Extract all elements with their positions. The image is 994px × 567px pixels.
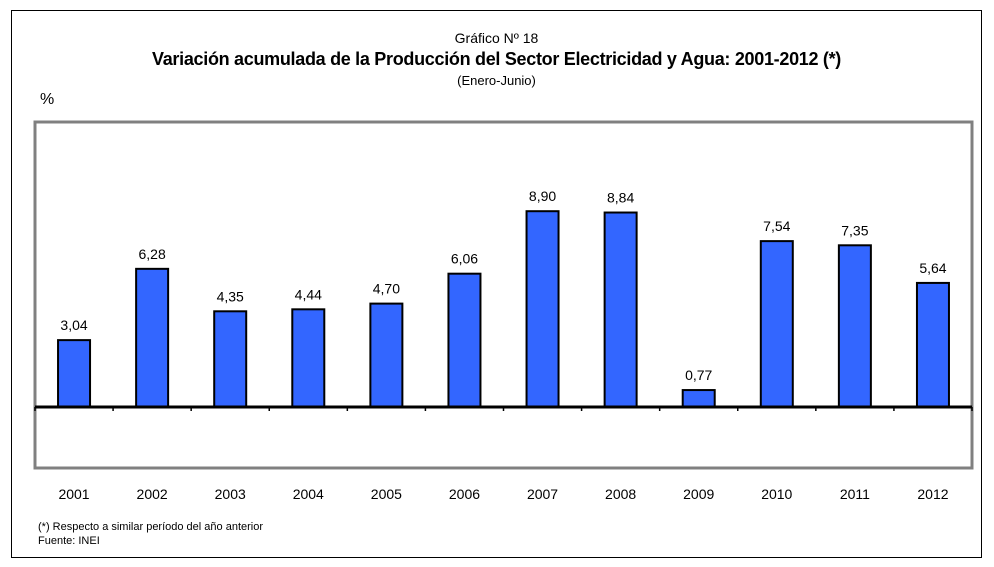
value-label-2007: 8,90 (529, 188, 556, 204)
value-label-2005: 4,70 (373, 281, 400, 297)
bar-2009 (681, 389, 716, 408)
x-tick-label-2004: 2004 (293, 486, 324, 502)
x-tick-label-2003: 2003 (215, 486, 246, 502)
x-tick-label-2009: 2009 (683, 486, 714, 502)
value-label-2012: 5,64 (919, 260, 946, 276)
value-label-2008: 8,84 (607, 190, 634, 206)
x-tick-label-2002: 2002 (137, 486, 168, 502)
value-label-2004: 4,44 (295, 286, 322, 302)
x-tick-label-2008: 2008 (605, 486, 636, 502)
bar-2005 (369, 302, 404, 409)
value-label-2001: 3,04 (60, 317, 87, 333)
x-tick-label-2011: 2011 (840, 486, 870, 502)
bar-2003 (213, 310, 248, 408)
y-axis-unit: % (40, 91, 55, 108)
bar-2011 (837, 244, 872, 408)
value-label-2006: 6,06 (451, 251, 478, 267)
bar-2006 (447, 272, 482, 408)
x-tick-label-2007: 2007 (527, 486, 558, 502)
x-tick-label-2012: 2012 (917, 486, 948, 502)
bar-2012 (915, 281, 950, 409)
bar-2002 (135, 267, 170, 408)
chart-title: Variación acumulada de la Producción del… (152, 49, 841, 69)
source-note: Fuente: INEI (38, 535, 100, 547)
plot-area (33, 120, 974, 470)
chart-number: Gráfico Nº 18 (454, 30, 539, 46)
value-label-2011: 7,35 (841, 222, 868, 238)
x-tick-label-2010: 2010 (761, 486, 792, 502)
bar-2007 (525, 210, 560, 408)
x-tick-label-2001: 2001 (58, 486, 89, 502)
footnote: (*) Respecto a similar período del año a… (38, 521, 264, 533)
bar-2004 (291, 308, 326, 409)
chart-subtitle: (Enero-Junio) (457, 73, 536, 88)
x-tick-label-2006: 2006 (449, 486, 480, 502)
value-label-2010: 7,54 (763, 218, 790, 234)
bar-2001 (57, 339, 92, 408)
value-label-2009: 0,77 (685, 367, 712, 383)
bar-2008 (603, 211, 638, 408)
value-label-2002: 6,28 (139, 246, 166, 262)
x-tick-label-2005: 2005 (371, 486, 402, 502)
value-label-2003: 4,35 (217, 288, 244, 304)
bar-2010 (759, 240, 794, 408)
